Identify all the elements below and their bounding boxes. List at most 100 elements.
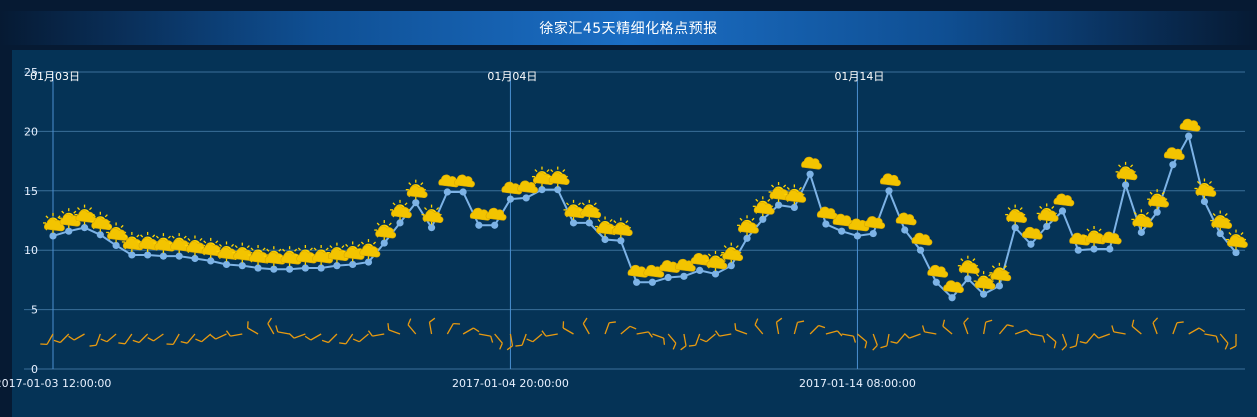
sun-ray	[609, 218, 613, 223]
temperature-point	[916, 246, 925, 254]
sun-ray	[988, 273, 992, 277]
wind-barb	[100, 333, 117, 343]
wind-barb	[147, 333, 164, 342]
cloud-icon	[1100, 231, 1122, 245]
sun-ray	[581, 202, 585, 206]
wind-barb-flag	[132, 339, 140, 344]
day-marker-label: 01月03日	[30, 70, 80, 83]
wind-barb	[998, 324, 1014, 335]
temperature-point	[459, 188, 467, 196]
wind-barb-flag	[40, 343, 48, 346]
wind-barb	[1030, 333, 1046, 343]
temperature-point	[664, 273, 672, 282]
wind-barb-shaft	[1075, 333, 1079, 346]
wind-barb	[53, 333, 70, 344]
sun-ray	[735, 245, 739, 249]
sun-ray	[266, 248, 270, 252]
cloud-icon	[848, 218, 870, 232]
sun-ray	[230, 243, 235, 247]
cloud-shape	[674, 258, 696, 272]
wind-barb-shaft	[562, 327, 574, 335]
cloud-shape	[753, 201, 775, 215]
wind-barb-shaft	[1152, 322, 1158, 335]
wind-barb-shaft	[532, 333, 543, 343]
temperature-point	[1185, 132, 1193, 140]
title-bar: 徐家汇45天精细化格点预报	[0, 11, 1257, 45]
wind-barb	[699, 333, 716, 343]
wind-barb	[620, 325, 637, 335]
wind-barb	[247, 321, 259, 335]
sun-ray	[104, 214, 108, 218]
wind-barb-shaft	[327, 333, 338, 343]
wind-barb-shaft	[1131, 325, 1142, 335]
temperature-point	[1153, 208, 1161, 216]
wind-barb	[407, 318, 417, 335]
sun-ray	[1149, 191, 1153, 195]
sun-ray	[786, 186, 790, 190]
wind-barb-shaft	[277, 331, 290, 335]
sun-ray	[89, 207, 93, 211]
wind-barb-shaft	[1085, 333, 1095, 344]
wind-barb	[872, 333, 878, 351]
wind-barb-shaft	[478, 333, 491, 337]
wind-barb	[734, 323, 748, 335]
sun-ray	[707, 253, 711, 257]
temperature-point	[948, 294, 956, 302]
wind-barb-flag	[407, 318, 412, 326]
sun-ray	[345, 243, 349, 247]
sun-ray	[120, 224, 124, 228]
cloud-icon	[911, 232, 933, 246]
wind-barb	[562, 321, 574, 335]
cloud-icon	[674, 258, 696, 272]
sun-ray	[155, 235, 159, 239]
wind-barb-shaft	[153, 333, 164, 342]
cloud-shape	[880, 173, 901, 187]
sun-ray	[341, 245, 345, 249]
wind-barb-flag	[515, 344, 523, 347]
day-marker-label: 01月04日	[487, 70, 537, 83]
sun-cloud-icon	[1226, 229, 1248, 250]
wind-barb	[209, 333, 227, 340]
wind-barb-flag	[647, 331, 653, 338]
sun-cloud-icon	[705, 250, 728, 271]
cloud-shape	[375, 225, 397, 239]
x-tick-label: 2017-01-14 08:00:00	[799, 377, 916, 390]
sun-ray	[313, 247, 317, 251]
wind-barb-flag	[1152, 317, 1159, 324]
wind-barb	[118, 333, 133, 345]
sun-ray	[388, 222, 392, 226]
wind-barb-flag	[1215, 335, 1219, 343]
cloud-shape	[1053, 193, 1075, 207]
sun-ray	[783, 184, 787, 188]
sun-cloud-icon	[374, 220, 397, 241]
wind-barb	[1111, 325, 1126, 335]
wind-barb-shaft	[809, 325, 820, 335]
sun-ray	[1007, 207, 1011, 211]
wind-barb	[963, 317, 969, 335]
wind-barb	[478, 333, 494, 343]
wind-barb	[428, 317, 436, 335]
sun-ray	[124, 234, 128, 238]
wind-barb	[321, 333, 338, 344]
wind-barb-shaft	[545, 333, 558, 337]
sun-ray	[360, 241, 364, 245]
wind-barb-flag	[754, 318, 759, 326]
wind-barb	[1069, 333, 1079, 349]
cloud-shape	[738, 220, 759, 234]
wind-barb	[903, 333, 921, 339]
wind-barb	[1014, 329, 1032, 335]
wind-barb-flag	[663, 338, 666, 345]
sun-ray	[751, 217, 755, 221]
grid-layer	[24, 71, 1245, 370]
sun-ray	[625, 220, 629, 224]
sun-ray	[77, 207, 81, 211]
wind-barb-shaft	[230, 333, 243, 337]
sun-ray	[755, 198, 759, 202]
wind-barb-shaft	[582, 323, 590, 335]
temperature-point	[380, 239, 388, 247]
wind-barb	[793, 320, 805, 335]
sun-ray	[392, 202, 396, 206]
wind-barb-flag	[209, 334, 217, 340]
temperature-point	[1043, 222, 1051, 231]
